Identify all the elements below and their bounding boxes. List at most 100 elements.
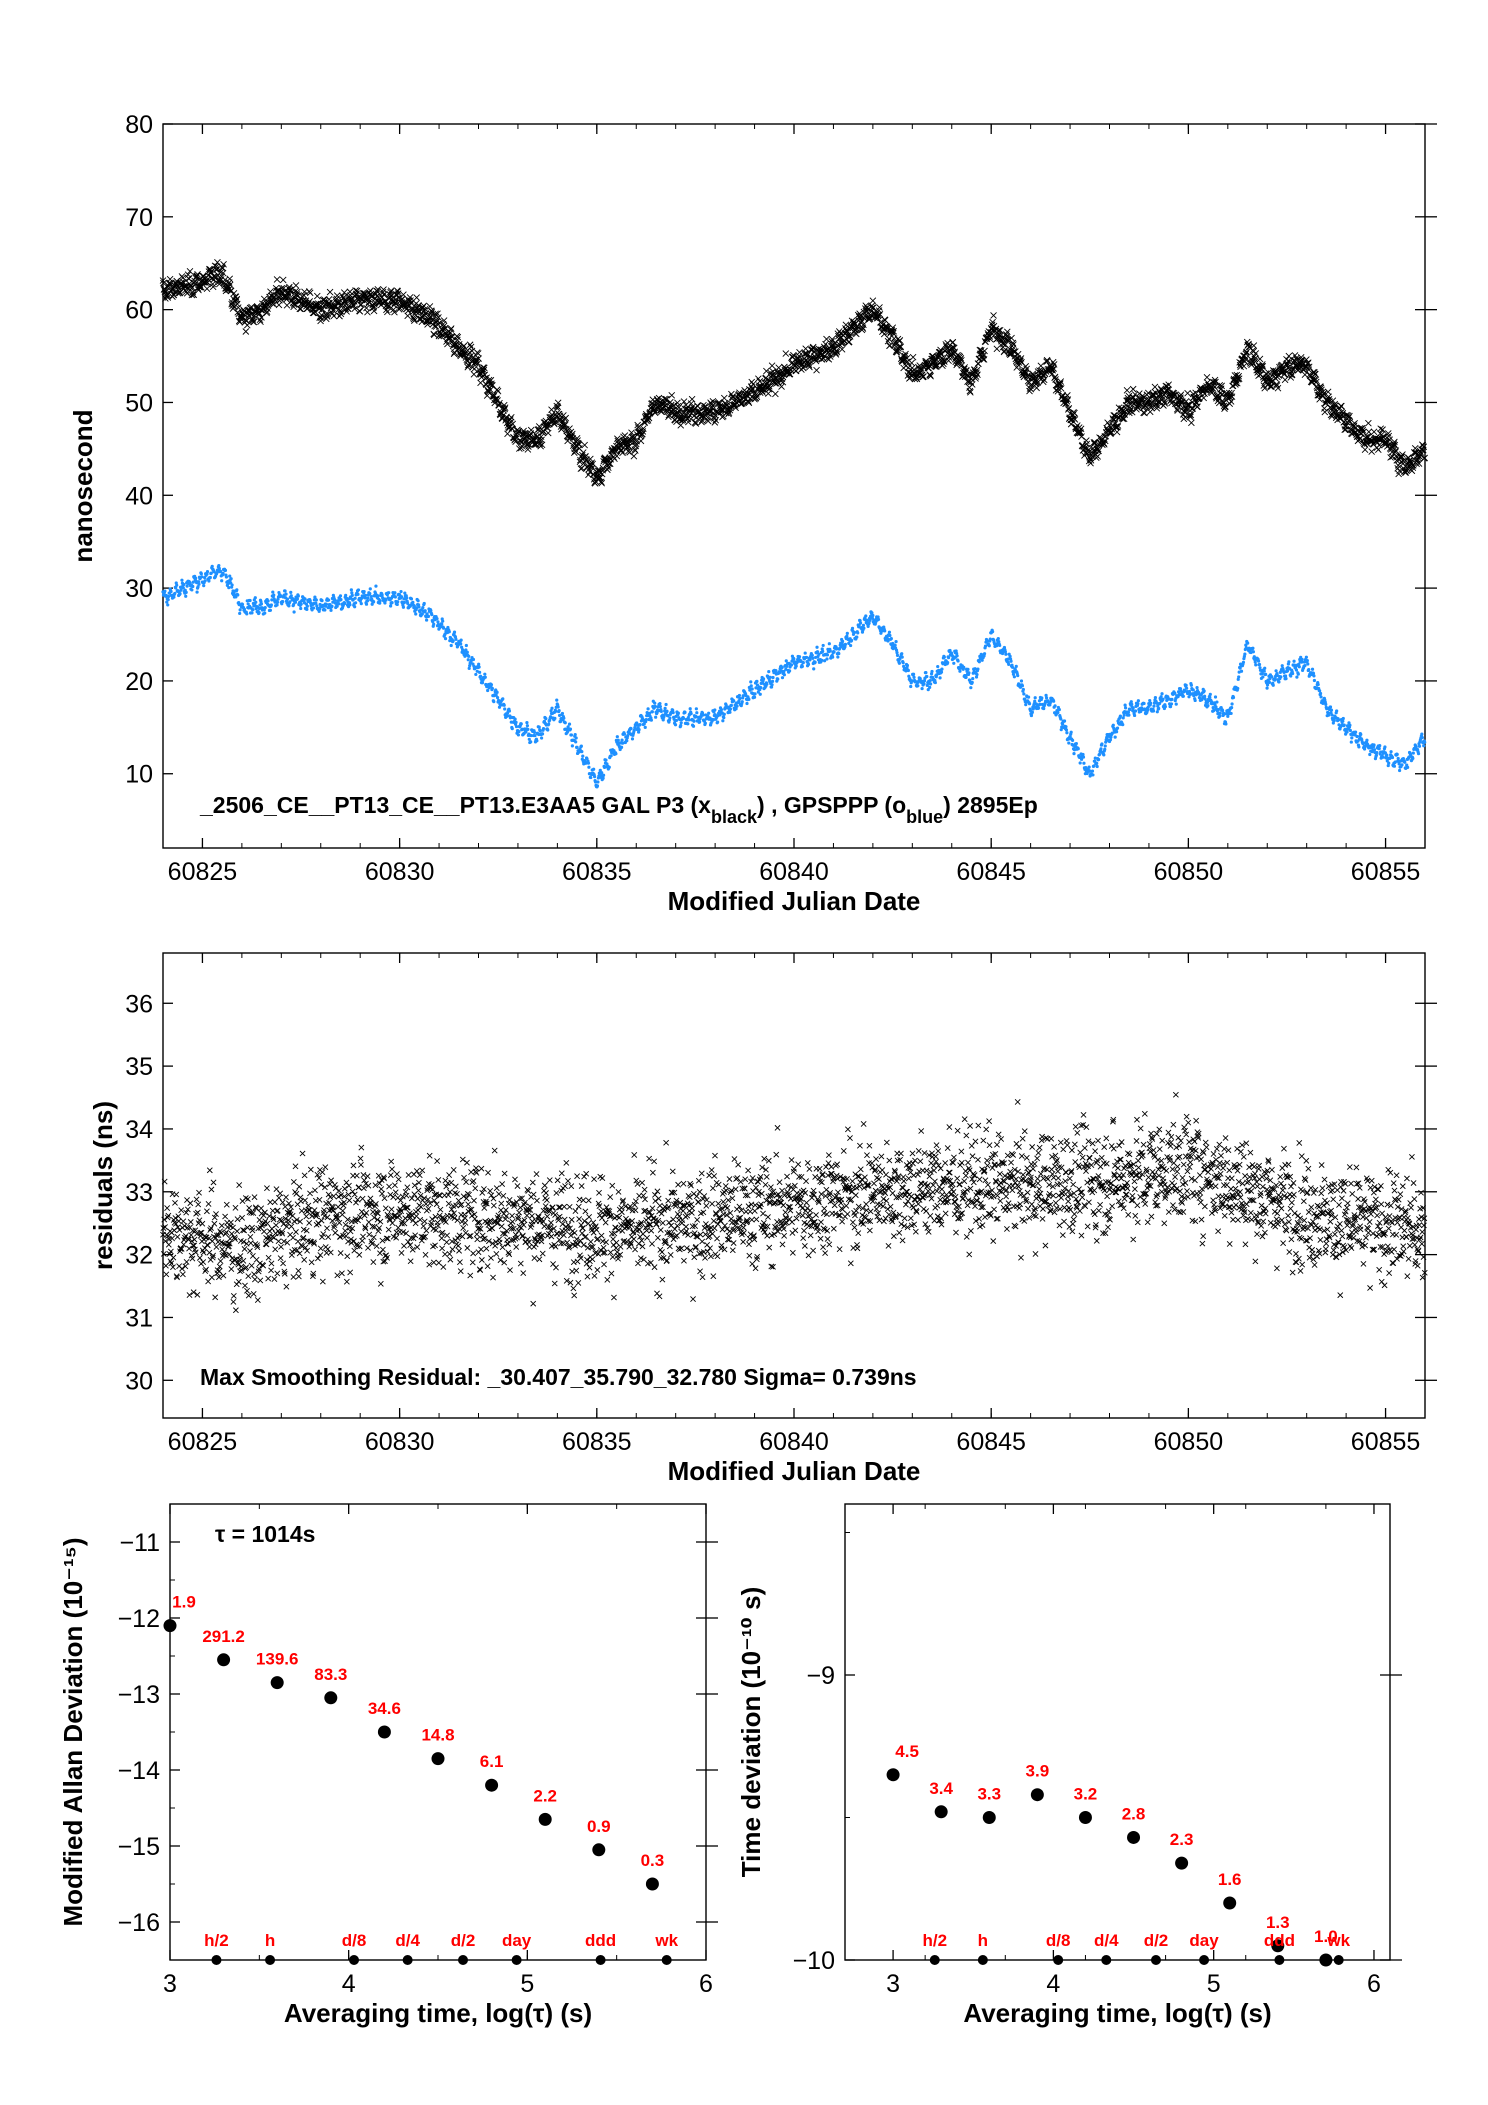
blue-series-point: [1012, 675, 1016, 679]
blue-series-point: [1026, 695, 1031, 699]
blue-series-point: [1069, 730, 1073, 734]
black-series-point: [1188, 405, 1196, 413]
blue-series-point: [691, 724, 696, 728]
blue-series-point: [1074, 741, 1078, 746]
blue-series-point: [295, 597, 300, 601]
blue-series-point: [1128, 707, 1132, 712]
black-series-point: [464, 363, 472, 371]
blue-series-point: [203, 579, 207, 583]
black-series-point: [282, 293, 290, 301]
blue-series-point: [526, 727, 530, 731]
blue-series-point: [348, 603, 352, 607]
black-series-point: [509, 420, 517, 428]
blue-series-point: [1118, 714, 1122, 718]
blue-series-point: [555, 698, 559, 702]
black-series-point: [685, 413, 693, 421]
black-series-point: [291, 300, 298, 308]
blue-series-point: [343, 601, 347, 606]
blue-series-point: [855, 635, 859, 639]
blue-series-point: [1100, 742, 1104, 746]
blue-series-point: [619, 745, 624, 749]
blue-series-point: [236, 593, 240, 597]
blue-series-point: [422, 601, 426, 606]
blue-series-point: [374, 584, 378, 588]
blue-series-point: [587, 765, 591, 769]
x-tick-label: 60855: [1351, 858, 1421, 886]
blue-series-point: [1040, 696, 1044, 700]
black-series-point: [444, 340, 451, 348]
blue-series-point: [574, 740, 578, 744]
blue-series-point: [1027, 702, 1032, 706]
y-tick-label: 70: [125, 204, 153, 232]
blue-series-point: [174, 586, 178, 590]
black-series-point: [770, 375, 778, 383]
black-series-point: [363, 304, 370, 312]
black-series-point: [431, 322, 438, 330]
blue-series-point: [643, 725, 647, 729]
blue-series-point: [501, 697, 505, 701]
black-series-point: [1039, 378, 1047, 386]
black-series-point: [552, 418, 559, 426]
blue-series-point: [749, 680, 753, 684]
blue-series-point: [421, 605, 425, 610]
black-series-point: [538, 441, 546, 449]
blue-series-point: [538, 729, 542, 733]
blue-series-point: [906, 668, 910, 673]
black-series-point: [226, 281, 234, 289]
blue-series-point: [1185, 686, 1189, 690]
blue-series-point: [659, 709, 663, 713]
blue-series-point: [240, 602, 245, 607]
black-series-point: [413, 294, 420, 301]
black-series-point: [297, 305, 305, 313]
black-series-point: [353, 287, 361, 295]
black-series-point: [159, 277, 167, 284]
blue-series-point: [184, 590, 188, 594]
black-series-point: [637, 437, 645, 445]
blue-series-point: [683, 710, 687, 714]
black-series-point: [313, 300, 321, 308]
black-series-point: [474, 350, 482, 357]
black-series-point: [766, 385, 774, 393]
blue-series-point: [858, 621, 863, 625]
black-series-point: [507, 413, 515, 421]
black-series-point: [410, 315, 418, 323]
blue-series-point: [166, 603, 170, 607]
blue-series-point: [749, 684, 753, 688]
blue-series-point: [296, 594, 300, 598]
blue-series-point: [1149, 701, 1153, 705]
black-series-point: [709, 398, 717, 405]
blue-series-point: [1181, 694, 1185, 698]
black-series-point: [338, 308, 345, 316]
black-series-point: [267, 288, 274, 295]
black-series-point: [692, 420, 700, 427]
blue-series-point: [269, 603, 273, 607]
blue-series-point: [956, 659, 960, 663]
blue-series-point: [1130, 702, 1134, 706]
blue-series-point: [167, 594, 171, 599]
blue-series-point: [998, 643, 1002, 648]
blue-series-point: [435, 617, 439, 621]
blue-series-point: [687, 718, 691, 722]
blue-series-point: [378, 599, 382, 603]
blue-series-point: [770, 679, 775, 683]
blue-series-point: [1022, 692, 1026, 696]
black-series-point: [250, 318, 258, 326]
blue-series-point: [1136, 702, 1140, 706]
black-series-point: [555, 410, 563, 418]
blue-series-point: [962, 665, 966, 669]
black-series-point: [455, 341, 463, 348]
blue-series-point: [423, 609, 427, 613]
blue-series-point: [722, 716, 726, 720]
blue-series-point: [883, 629, 887, 633]
blue-series-point: [281, 599, 285, 604]
blue-series-point: [909, 684, 913, 689]
plot-frame: [162, 123, 1426, 849]
black-series-point: [374, 285, 382, 293]
black-series-point: [796, 348, 803, 356]
blue-series-point: [1170, 697, 1174, 701]
blue-series-point: [812, 667, 816, 671]
blue-series-point: [569, 733, 574, 737]
blue-series-point: [803, 651, 807, 655]
black-series-point: [589, 460, 597, 468]
black-series-point: [1374, 446, 1382, 453]
